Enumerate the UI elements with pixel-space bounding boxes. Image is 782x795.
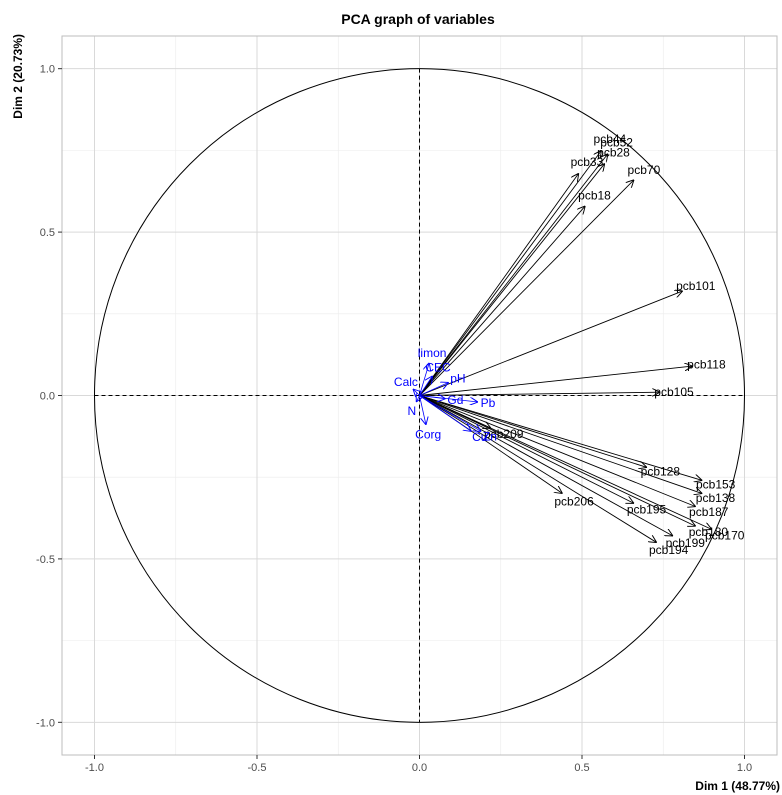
arrow-pcb52 (419, 154, 609, 396)
variable-label-Gd: Gd (447, 393, 463, 407)
plot-area: -1.0 -0.5 0.0 0.5 1.0-1.0-0.50.00.51.0pcb44p… (36, 35, 778, 774)
variable-label-pH: pH (450, 371, 465, 385)
variable-label-pcb105: pcb105 (654, 385, 694, 399)
variable-label-Zn: Zn (483, 429, 497, 443)
variable-label-Cu: Cu (472, 430, 487, 444)
x-tick-label: -0.5 (248, 762, 267, 774)
arrow-Pb (419, 395, 479, 403)
variable-arrows (413, 150, 712, 542)
variable-label-pcb101: pcb101 (676, 279, 716, 293)
y-tick-label: 1.0 (40, 64, 55, 76)
arrow-pcb138 (419, 395, 703, 494)
x-tick-label: 1.0 (737, 762, 752, 774)
variable-label-limon: limon (418, 346, 447, 360)
x-axis-label: Dim 1 (48.77%) (695, 779, 780, 793)
variable-label-pcb199: pcb199 (666, 536, 706, 550)
y-tick-label: 0.5 (40, 227, 55, 239)
arrow-pcb199 (419, 395, 674, 537)
arrow-Zn (419, 395, 482, 432)
variable-label-CEC: CEC (425, 361, 451, 375)
arrow-pcb128 (419, 395, 648, 468)
arrow-N (416, 396, 419, 403)
arrow-pcb18 (419, 206, 586, 396)
variable-label-pcb180: pcb180 (689, 525, 729, 539)
arrow-pcb118 (419, 366, 693, 396)
variable-label-pcb128: pcb128 (641, 465, 681, 479)
arrow-pcb105 (419, 392, 661, 395)
arrow-pcb70 (419, 180, 635, 396)
variable-label-pcb52: pcb52 (600, 136, 633, 150)
variable-label-Corg: Corg (415, 428, 441, 442)
variable-label-pcb195: pcb195 (627, 503, 667, 517)
arrow-pcb44 (419, 150, 602, 396)
arrow-pH (419, 382, 449, 396)
y-tick-label: 0.0 (40, 391, 55, 403)
arrow-pcb209 (419, 395, 492, 429)
x-tick-label: 0.5 (574, 762, 589, 774)
arrow-CEC (419, 376, 433, 396)
x-tick-label: -1.0 (85, 762, 104, 774)
chart-title: PCA graph of variables (341, 11, 495, 27)
arrow-Cu (419, 395, 472, 432)
arrow-pcb180 (419, 395, 696, 527)
variable-label-pcb28: pcb28 (597, 146, 630, 160)
variable-label-pcb33: pcb33 (571, 155, 604, 169)
variable-label-pcb138: pcb138 (696, 491, 736, 505)
variable-label-pcb194: pcb194 (649, 543, 689, 557)
variable-label-pcb153: pcb153 (696, 477, 736, 491)
variable-label-N: N (407, 404, 416, 418)
variable-label-Pb: Pb (481, 396, 496, 410)
arrow-pcb153 (419, 395, 703, 481)
variable-label-pcb206: pcb206 (554, 494, 594, 508)
variable-label-pcb18: pcb18 (578, 188, 611, 202)
y-tick-label: -0.5 (36, 554, 55, 566)
variable-label-pcb187: pcb187 (689, 505, 729, 519)
arrow-pcb33 (419, 173, 579, 396)
arrow-pcb187 (419, 395, 696, 507)
arrow-Corg (419, 395, 427, 425)
arrow-pcb195 (419, 395, 635, 504)
x-tick-label: 0.0 (412, 762, 427, 774)
variable-label-pcb70: pcb70 (628, 163, 661, 177)
arrow-Calc (413, 389, 420, 396)
variable-label-pcb118: pcb118 (687, 358, 726, 372)
variable-label-pcb209: pcb209 (484, 427, 524, 441)
y-tick-label: -1.0 (36, 717, 55, 729)
variable-label-pcb44: pcb44 (594, 132, 627, 146)
variable-label-pcb170: pcb170 (705, 528, 745, 542)
arrow-pcb101 (419, 291, 683, 396)
arrow-pcb194 (419, 395, 657, 543)
variable-label-Calc: Calc (394, 375, 418, 389)
arrow-pcb28 (419, 163, 605, 396)
y-axis-label: Dim 2 (20.73%) (11, 34, 25, 119)
